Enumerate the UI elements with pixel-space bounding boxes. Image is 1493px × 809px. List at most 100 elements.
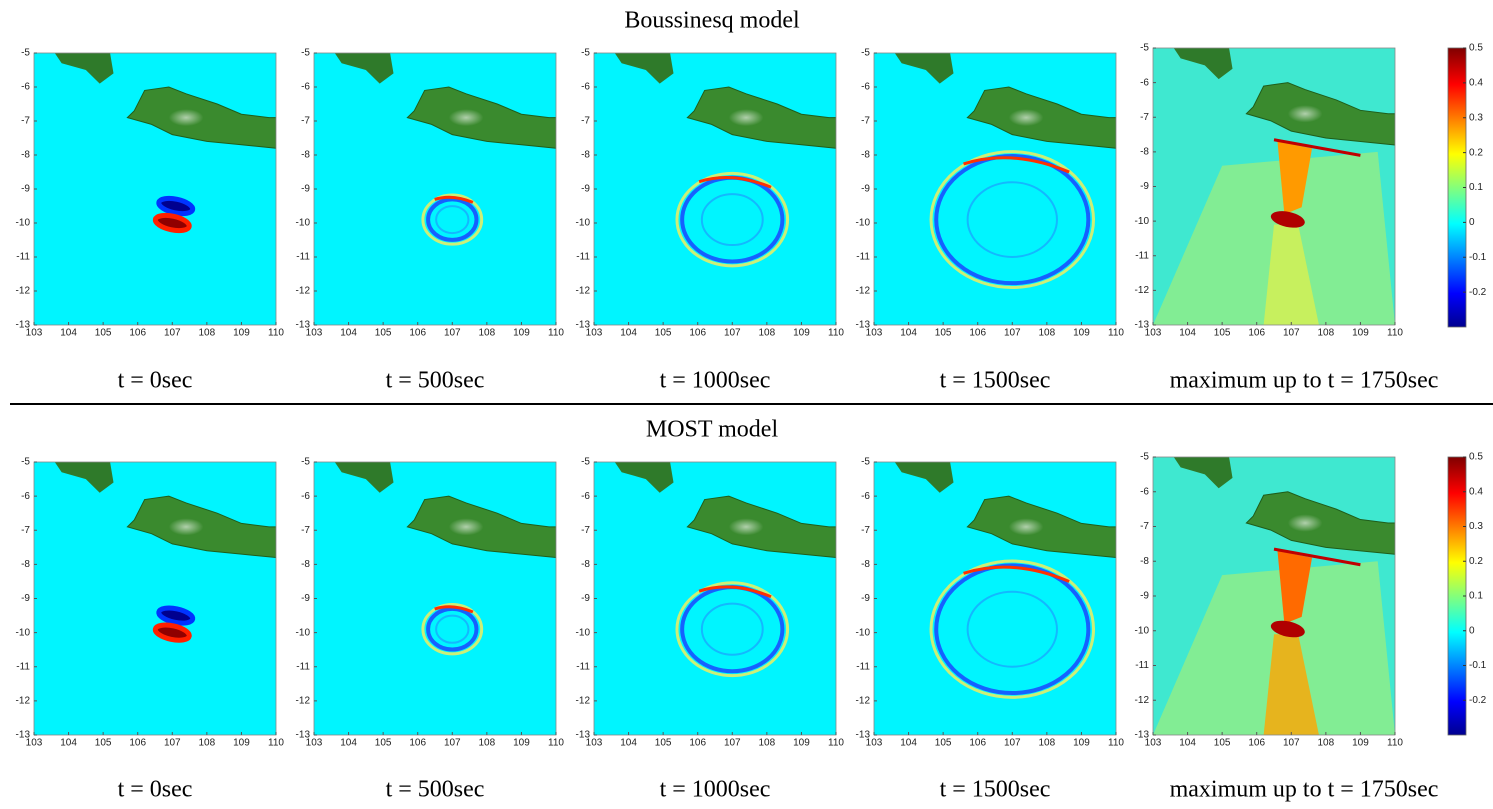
x-tick-label: 108 [759,328,776,339]
y-tick-label: -7 [861,116,870,127]
y-tick-label: -11 [16,252,30,263]
y-tick-label: -10 [16,627,31,638]
wave-front [421,193,484,246]
x-tick-label: 108 [479,738,496,749]
highland [1008,518,1044,536]
map-field [1153,457,1395,735]
y-tick-label: -8 [301,150,310,161]
x-tick-label: 104 [60,738,77,749]
highland [168,109,204,127]
panel-caption: t = 1000sec [660,368,771,394]
x-tick-label: 109 [1352,328,1369,339]
map-panel: 103 104 105 106 107 108 109 110 -13 -12 -11 -10 -9 -8… [296,457,565,749]
x-tick-label: 108 [199,328,216,339]
colorbar-tick-label: 0.2 [1469,556,1483,567]
x-tick-label: 110 [1108,738,1124,749]
wave-front [675,581,790,678]
y-tick-label: -10 [856,218,871,229]
max-wedge [1277,141,1313,215]
x-tick-label: 105 [655,738,672,749]
x-tick-label: 105 [375,328,392,339]
y-tick-label: -7 [581,116,590,127]
x-tick-label: 110 [548,328,564,339]
highland [728,518,764,536]
max-wedge-south [1263,224,1319,325]
max-source [1270,211,1305,228]
map-field [874,53,1116,325]
x-tick-label: 104 [900,738,917,749]
x-tick-label: 106 [689,738,706,749]
section-title: Boussinesq model [624,8,800,34]
sumatra [894,53,954,84]
x-tick-label: 103 [586,328,603,339]
x-tick-label: 110 [1108,328,1124,339]
x-tick-label: 106 [409,328,426,339]
x-tick-label: 105 [95,328,112,339]
panel-caption: t = 0sec [118,777,193,803]
y-tick-label: -8 [581,559,590,570]
colorbar-tick-label: 0.4 [1469,78,1483,89]
y-tick-label: -6 [301,491,310,502]
highland [1287,105,1323,123]
highland [1287,514,1323,532]
x-tick-label: 106 [1248,328,1265,339]
x-tick-label: 108 [1318,738,1335,749]
y-tick-label: -12 [1135,285,1150,296]
colorbar-tick-label: 0.1 [1469,182,1483,193]
map-field [1153,48,1395,325]
x-tick-label: 109 [1073,328,1090,339]
colorbar-tick-label: 0.3 [1469,521,1483,532]
x-tick-label: 108 [1039,738,1056,749]
max-source [1270,620,1305,638]
y-tick-label: -11 [856,661,870,672]
y-tick-label: -12 [1135,695,1150,706]
map-field [314,53,556,325]
wave-inner [966,181,1058,258]
x-tick-label: 104 [900,328,917,339]
panel-caption: t = 0sec [118,368,193,394]
sumatra [334,462,394,493]
x-tick-label: 109 [793,738,810,749]
map-field [34,462,276,735]
x-tick-label: 110 [548,738,564,749]
wave-front [929,150,1096,290]
y-tick-label: -6 [861,82,870,93]
colorbar-tick-label: -0.1 [1469,252,1487,263]
y-tick-label: -11 [296,661,310,672]
y-tick-label: -9 [1140,591,1149,602]
map-field [874,462,1116,735]
y-tick-label: -13 [576,730,591,741]
y-tick-label: -6 [21,491,30,502]
x-tick-label: 106 [129,328,146,339]
max-wedge [1277,550,1313,624]
y-tick-label: -13 [16,730,31,741]
wave-inner [700,602,764,656]
wave-north-crest [963,565,1070,583]
colorbar-tick-label: 0.5 [1469,452,1483,463]
y-tick-label: -6 [301,82,310,93]
map-panel: 103 104 105 106 107 108 109 110 -13 -12 -11 -10 -9 -8… [856,457,1125,749]
y-tick-label: -5 [1140,452,1149,463]
map-field [314,462,556,735]
y-tick-label: -13 [1135,320,1150,331]
colorbar-tick-label: 0 [1469,217,1475,228]
map-panel: 103 104 105 106 107 108 109 110 -13 -12 -11 -10 -9 -8… [296,48,565,339]
map-panel: 103 104 105 106 107 108 109 110 -13 -12 -11 -10 -9 -8… [576,457,845,749]
coast-runup [1273,138,1361,157]
panel-caption: t = 500sec [386,368,485,394]
x-tick-label: 104 [620,328,637,339]
x-tick-label: 104 [1179,328,1196,339]
highland [168,518,204,536]
x-tick-label: 107 [444,738,461,749]
y-tick-label: -6 [1140,486,1149,497]
wave-north-crest [698,176,772,189]
x-tick-label: 110 [1387,328,1403,339]
y-tick-label: -13 [296,320,311,331]
x-tick-label: 106 [409,738,426,749]
y-tick-label: -6 [581,82,590,93]
x-tick-label: 108 [1039,328,1056,339]
y-tick-label: -7 [1140,521,1149,532]
x-tick-label: 107 [1283,738,1300,749]
colorbar-tick-label: 0.2 [1469,147,1483,158]
